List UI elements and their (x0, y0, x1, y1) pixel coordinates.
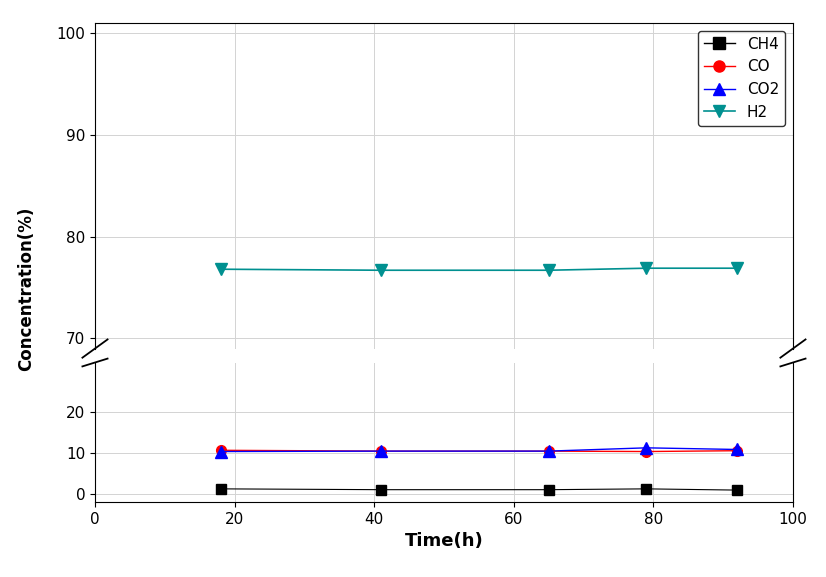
X-axis label: Time(h): Time(h) (405, 532, 483, 550)
Legend: CH4, CO, CO2, H2: CH4, CO, CO2, H2 (698, 31, 786, 126)
Text: Concentration(%): Concentration(%) (17, 207, 36, 370)
